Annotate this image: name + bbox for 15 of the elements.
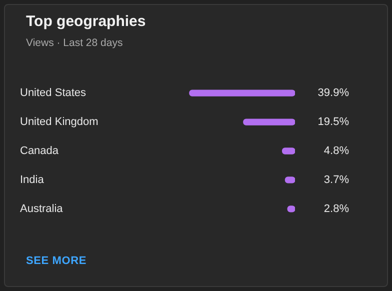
text: Views · Last 28 days [26, 37, 123, 49]
data-label: 4.8% [324, 145, 350, 158]
bar [189, 90, 295, 96]
text: SEE MORE [26, 255, 86, 267]
chart-title: Top geographies [26, 13, 146, 30]
data-label: 2.8% [324, 202, 350, 215]
bar [243, 118, 295, 126]
data-label: 19.5% [318, 116, 350, 128]
y-tick-label: United Kingdom [20, 116, 98, 128]
y-tick-label: United States [20, 87, 87, 100]
data-label: 3.7% [324, 174, 350, 186]
y-tick-label: India [20, 174, 45, 186]
y-tick-label: Canada [20, 145, 60, 158]
y-tick-label: Australia [20, 202, 64, 215]
data-label: 39.9% [318, 87, 350, 100]
